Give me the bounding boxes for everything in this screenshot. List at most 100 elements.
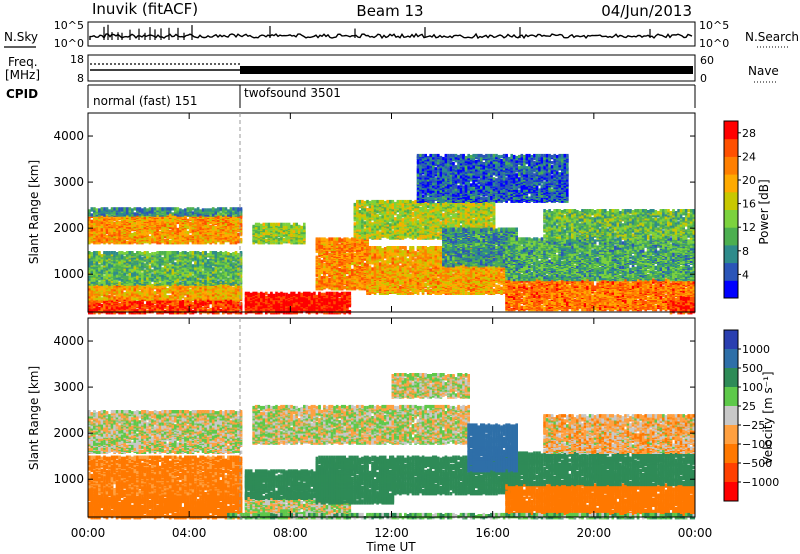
cell-power-cells-1 xyxy=(346,299,349,304)
cell-power-cells-3 xyxy=(108,273,111,277)
cell-power-cells-1 xyxy=(290,309,293,313)
cell-power-cells-1 xyxy=(323,292,326,297)
cell-power-cells-5 xyxy=(143,207,147,211)
cell-power-cells-4 xyxy=(123,216,126,220)
cell-power-cells-1 xyxy=(280,307,283,312)
cell-power-cells-3 xyxy=(219,265,223,269)
cell-power-cells-1 xyxy=(325,311,329,315)
cell-power-cells-2 xyxy=(191,294,195,298)
cell-power-cells-2 xyxy=(163,289,167,293)
cell-power-cells-3 xyxy=(206,266,210,270)
freq-tick-bottom: 8 xyxy=(77,72,84,85)
cell-power-cells-1 xyxy=(308,305,311,310)
beam-title: Beam 13 xyxy=(356,2,423,20)
cell-power-cells-2 xyxy=(199,289,202,293)
cell-power-cells-0 xyxy=(211,311,215,315)
cell-power-cells-0 xyxy=(108,305,111,310)
cell-power-cells-4 xyxy=(184,232,187,237)
cell-power-cells-5 xyxy=(158,207,162,211)
power-data xyxy=(88,153,696,315)
cell-power-cells-2 xyxy=(120,297,124,301)
cell-power-cells-3 xyxy=(105,254,109,258)
cell-power-cells-1 xyxy=(275,311,278,315)
cell-power-cells-0 xyxy=(232,304,235,309)
cell-power-cells-2 xyxy=(136,289,139,293)
cell-power-cells-3 xyxy=(138,271,142,275)
cell-power-cells-6 xyxy=(270,222,273,227)
cell-power-cells-6 xyxy=(272,233,276,238)
cell-power-cells-3 xyxy=(179,272,182,276)
cell-power-cells-3 xyxy=(222,252,225,256)
cell-power-cells-2 xyxy=(100,286,104,290)
cell-power-cells-3 xyxy=(131,256,134,260)
cell-power-cells-3 xyxy=(138,263,142,267)
cell-power-cells-3 xyxy=(153,257,157,261)
cell-power-cells-3 xyxy=(201,259,205,263)
cell-power-cells-1 xyxy=(282,307,286,312)
cell-power-cells-3 xyxy=(90,278,94,282)
cell-power-cells-4 xyxy=(237,232,240,237)
cell-power-cells-2 xyxy=(103,293,106,297)
cell-power-cells-3 xyxy=(143,263,147,267)
cell-power-cells-1 xyxy=(292,291,296,296)
cell-power-cells-5 xyxy=(110,207,114,211)
cell-power-cells-1 xyxy=(318,307,321,312)
cell-power-cells-0 xyxy=(120,305,124,310)
cell-power-cells-1 xyxy=(270,291,273,296)
cell-power-cells-2 xyxy=(120,288,124,292)
cell-power-cells-0 xyxy=(209,307,212,312)
cell-power-cells-0 xyxy=(125,307,129,312)
cell-power-cells-1 xyxy=(328,296,331,301)
cell-power-cells-2 xyxy=(163,294,167,298)
cell-power-cells-3 xyxy=(153,277,157,281)
cell-power-cells-3 xyxy=(151,254,154,258)
cell-power-cells-5 xyxy=(118,211,121,215)
cell-power-cells-3 xyxy=(163,281,167,285)
cell-power-cells-5 xyxy=(115,207,119,211)
cell-power-cells-0 xyxy=(237,306,240,311)
cell-power-cells-2 xyxy=(201,290,205,294)
cell-power-cells-1 xyxy=(262,304,266,309)
cell-power-cells-1 xyxy=(272,307,276,312)
cell-power-cells-1 xyxy=(252,299,255,304)
cell-power-cells-3 xyxy=(224,275,228,279)
cell-power-cells-3 xyxy=(217,255,220,259)
cell-power-cells-4 xyxy=(136,224,139,229)
cell-power-cells-2 xyxy=(201,288,205,292)
nsky-panel: N.Sky 10^5 10^0 N.Search 10^5 10^0 xyxy=(4,19,799,50)
cell-power-cells-3 xyxy=(176,251,180,255)
cell-power-cells-3 xyxy=(217,273,220,277)
cell-power-cells-0 xyxy=(131,311,134,315)
cell-power-cells-5 xyxy=(136,212,139,216)
cell-power-cells-1 xyxy=(328,311,331,315)
cell-power-cells-5 xyxy=(237,207,240,211)
cell-power-cells-1 xyxy=(290,299,293,304)
cell-power-cells-2 xyxy=(196,294,200,298)
cell-power-cells-3 xyxy=(179,281,182,285)
cell-power-cells-3 xyxy=(133,271,137,275)
cell-power-cells-0 xyxy=(93,304,96,309)
cell-power-cells-3 xyxy=(115,260,119,264)
cell-power-cells-3 xyxy=(158,263,162,267)
cell-power-cells-3 xyxy=(181,251,185,255)
cell-power-cells-1 xyxy=(313,307,316,312)
cell-power-cells-4 xyxy=(146,222,149,227)
cell-power-cells-3 xyxy=(219,251,223,255)
nave-tick-bottom: 0 xyxy=(700,72,707,85)
cell-power-cells-0 xyxy=(229,303,233,308)
cell-power-cells-0 xyxy=(90,301,94,306)
cell-power-cells-1 xyxy=(323,311,326,315)
cell-power-cells-2 xyxy=(171,293,175,297)
cell-power-cells-3 xyxy=(232,262,235,266)
cell-power-cells-5 xyxy=(128,207,132,211)
cell-power-cells-5 xyxy=(168,207,172,211)
cell-power-cells-1 xyxy=(340,294,344,299)
cell-power-cells-1 xyxy=(308,300,311,305)
cell-power-cells-1 xyxy=(315,297,319,302)
cell-power-cells-4 xyxy=(118,232,121,237)
cell-power-cells-1 xyxy=(330,311,334,315)
cell-power-cells-6 xyxy=(275,235,278,240)
cell-power-cells-3 xyxy=(219,254,223,258)
cell-power-cells-5 xyxy=(95,208,99,212)
cell-power-cells-1 xyxy=(292,301,296,306)
